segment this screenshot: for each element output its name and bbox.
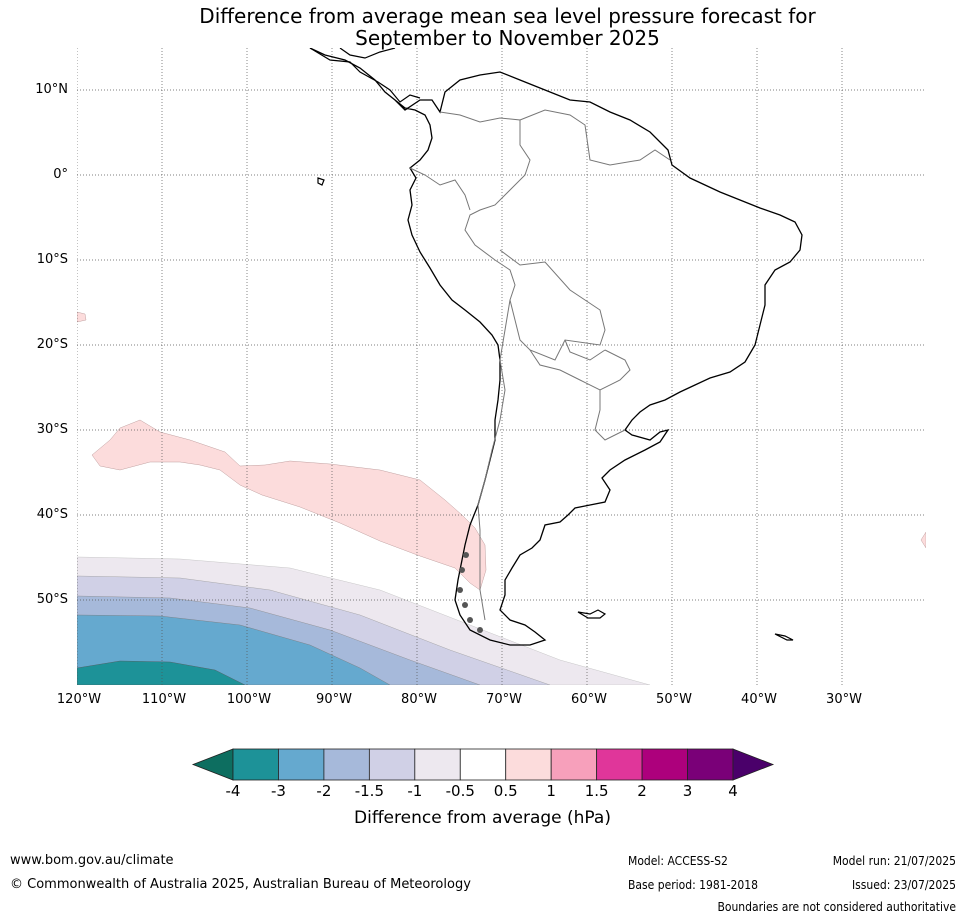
south-america-coastline: [309, 48, 803, 646]
base-period-text: Base period: 1981-2018: [628, 878, 759, 892]
lon-label-40w: 40°W: [741, 692, 777, 707]
lon-label-90w: 90°W: [316, 692, 352, 707]
colorbar-cell-9: [641, 748, 688, 781]
lat-label-10n: 10°N: [35, 82, 68, 97]
galapagos-coastline: [317, 177, 325, 186]
lat-label-0: 0°: [53, 167, 68, 182]
map-title-line-1: Difference from average mean sea level p…: [199, 4, 816, 28]
colorbar-cell-2: [323, 748, 370, 781]
lat-label-50s: 50°S: [36, 592, 68, 607]
colorbar-cell-10: [687, 748, 734, 781]
map-title-line-2: September to November 2025: [355, 26, 660, 50]
country-borders: [409, 109, 671, 621]
lon-label-60w: 60°W: [571, 692, 607, 707]
lon-label-70w: 70°W: [486, 692, 522, 707]
colorbar-cell-5: [459, 748, 507, 781]
colorbar-tick-label: 2: [637, 782, 647, 800]
falklands-coastline: [577, 609, 607, 619]
colorbar-tick-label: -3: [270, 782, 286, 800]
colorbar-cell-6: [505, 748, 552, 781]
colorbar-tick-label: -4: [225, 782, 241, 800]
colorbar-tick-label: 0.5: [493, 782, 518, 800]
south-georgia-coastline: [774, 633, 794, 641]
lon-label-120w: 120°W: [56, 692, 102, 707]
anomaly-band-minus-3: [77, 660, 246, 685]
issued-text: Issued: 23/07/2025: [851, 878, 956, 892]
disclaimer-text: Boundaries are not considered authoritat…: [717, 900, 956, 914]
gridlines: [77, 48, 926, 685]
colorbar-tick-label: 4: [728, 782, 738, 800]
colorbar-arrow-high: [732, 748, 775, 781]
copyright-text: © Commonwealth of Australia 2025, Austra…: [10, 877, 471, 892]
lon-label-30w: 30°W: [826, 692, 862, 707]
colorbar-cell-8: [596, 748, 643, 781]
colorbar-tick-label: -1.5: [354, 782, 384, 800]
colorbar-tick-label: -0.5: [445, 782, 475, 800]
lon-label-50w: 50°W: [656, 692, 692, 707]
colorbar-tick-label: 1: [546, 782, 556, 800]
model-run-text: Model run: 21/07/2025: [832, 854, 956, 868]
lat-label-40s: 40°S: [36, 507, 68, 522]
central-america-coastline: [309, 48, 421, 103]
colorbar-tick-label: 3: [682, 782, 693, 800]
lat-label-10s: 10°S: [36, 252, 68, 267]
lon-label-100w: 100°W: [226, 692, 272, 707]
lat-label-30s: 30°S: [36, 422, 68, 437]
colorbar-label: Difference from average (hPa): [354, 808, 611, 828]
model-text: Model: ACCESS-S2: [628, 854, 728, 868]
anomaly-region-plus-0-5-small: [77, 311, 87, 323]
colorbar-cell-4: [414, 748, 461, 781]
lon-label-80w: 80°W: [401, 692, 437, 707]
colorbar-tick-label: -1: [407, 782, 423, 800]
lon-label-110w: 110°W: [141, 692, 187, 707]
colorbar-tick-label: -2: [316, 782, 332, 800]
colorbar-cell-0: [232, 748, 279, 781]
anomaly-region-plus-0-5: [91, 419, 487, 591]
chilean-archipelago: [457, 552, 483, 633]
lat-label-20s: 20°S: [36, 337, 68, 352]
colorbar-cell-7: [550, 748, 598, 781]
colorbar-cell-3: [368, 748, 416, 781]
website-link[interactable]: www.bom.gov.au/climate: [10, 853, 174, 868]
anomaly-region-plus-0-5-east: [920, 531, 926, 549]
colorbar-arrow-low: [191, 748, 234, 781]
colorbar-tick-label: 1.5: [584, 782, 609, 800]
colorbar-cell-1: [278, 748, 325, 781]
